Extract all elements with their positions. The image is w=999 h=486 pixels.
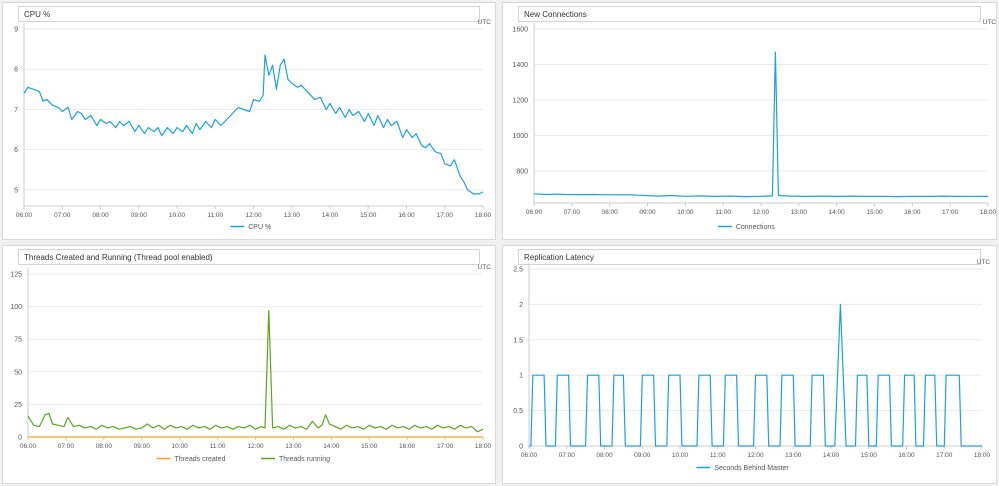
x-tick-label: 15:00 [866, 209, 883, 216]
y-tick-label: 0 [18, 435, 22, 442]
x-tick-label: 10:00 [172, 443, 189, 450]
series-line-connections [533, 51, 989, 198]
x-tick-label: 09:00 [634, 452, 651, 459]
x-tick-label: 13:00 [785, 452, 802, 459]
y-tick-label: 25 [14, 402, 22, 409]
y-tick-label: 1600 [512, 27, 528, 34]
x-tick-label: 16:00 [898, 452, 915, 459]
x-tick-label: 09:00 [639, 209, 656, 216]
x-tick-label: 14:00 [322, 212, 339, 219]
connections-chart-panel: New Connections 800 1000 1200 1400 1600 UTC 06… [502, 2, 997, 240]
x-tick-label: 07:00 [58, 443, 75, 450]
timezone-label: UTC [977, 259, 991, 266]
y-tick-label: 2.5 [513, 267, 523, 274]
y-tick-label: 1400 [512, 62, 528, 69]
y-tick-label: 800 [516, 169, 528, 176]
legend-label: Threads running [279, 456, 330, 463]
y-tick-label: 8 [14, 67, 18, 74]
x-tick-label: 09:00 [131, 212, 148, 219]
x-tick-label: 10:00 [169, 212, 186, 219]
replication-chart-panel: Replication Latency 0 0.5 1 1.5 2 2.5 UTC 06:00… [502, 245, 997, 484]
x-tick-label: 11:00 [715, 209, 731, 216]
y-tick-label: 100 [10, 304, 22, 311]
y-tick-label: 9 [14, 27, 18, 34]
x-tick-label: 10:00 [672, 452, 689, 459]
x-tick-label: 16:00 [398, 212, 415, 219]
chart-title: Threads Created and Running (Thread pool… [18, 249, 480, 265]
legend-label: Threads created [175, 456, 226, 463]
series-line-cpu- [23, 54, 484, 195]
x-tick-label: 16:00 [904, 209, 921, 216]
x-tick-label: 15:00 [861, 452, 878, 459]
x-tick-label: 08:00 [602, 209, 619, 216]
y-tick-label: 1.5 [513, 337, 523, 344]
x-tick-label: 12:00 [247, 443, 264, 450]
x-tick-label: 18:00 [475, 212, 492, 219]
x-tick-label: 17:00 [936, 452, 953, 459]
cpu-chart: 5 6 7 8 9 UTC 06:00 07:00 08:00 09:00 10:00 11:00 12… [14, 19, 492, 231]
x-tick-label: 14:00 [829, 209, 846, 216]
x-tick-label: 17:00 [942, 209, 959, 216]
x-tick-label: 18:00 [980, 209, 997, 216]
chart-title: Replication Latency [518, 249, 981, 265]
x-tick-label: 07:00 [559, 452, 576, 459]
x-tick-label: 13:00 [284, 212, 301, 219]
legend-label: CPU % [248, 224, 271, 231]
x-tick-label: 12:00 [245, 212, 262, 219]
x-tick-label: 08:00 [96, 443, 113, 450]
legend-label: Connections [736, 224, 775, 231]
x-tick-label: 18:00 [974, 452, 991, 459]
legend-label: Seconds Behind Master [714, 465, 789, 472]
x-tick-label: 06:00 [526, 209, 543, 216]
x-tick-label: 10:00 [677, 209, 694, 216]
x-tick-label: 08:00 [92, 212, 109, 219]
series-line-seconds-behind-master [529, 303, 982, 447]
y-tick-label: 5 [14, 187, 18, 194]
y-tick-label: 0 [519, 444, 523, 451]
y-tick-label: 2 [519, 302, 523, 309]
x-tick-label: 08:00 [596, 452, 613, 459]
x-tick-label: 11:00 [207, 212, 223, 219]
y-tick-label: 125 [10, 272, 22, 279]
y-tick-label: 1200 [512, 98, 528, 105]
threads-chart-panel: Threads Created and Running (Thread pool… [2, 245, 496, 484]
cpu-chart-panel: CPU % 5 6 7 8 9 UTC 06:00 07:00 08:00 09:00 10:00 1… [2, 2, 496, 240]
y-tick-label: 0.5 [513, 408, 523, 415]
timezone-label: UTC [983, 19, 997, 26]
y-tick-label: 7 [14, 107, 18, 114]
x-tick-label: 06:00 [16, 212, 33, 219]
chart-title: New Connections [518, 6, 981, 22]
x-tick-label: 13:00 [285, 443, 302, 450]
series-line-threads-running [27, 309, 484, 433]
x-tick-label: 15:00 [361, 443, 378, 450]
x-tick-label: 11:00 [710, 452, 726, 459]
x-tick-label: 16:00 [399, 443, 416, 450]
y-tick-label: 1 [519, 373, 523, 380]
chart-title: CPU % [18, 6, 480, 22]
replication-chart: 0 0.5 1 1.5 2 2.5 UTC 06:00 07:00 08:00 09:00 10:00… [513, 259, 991, 472]
connections-chart: 800 1000 1200 1400 1600 UTC 06:00 07:00 08:00 09:… [512, 19, 997, 231]
timezone-label: UTC [478, 264, 492, 271]
timezone-label: UTC [478, 19, 492, 26]
x-tick-label: 06:00 [20, 443, 37, 450]
x-tick-label: 12:00 [753, 209, 770, 216]
x-tick-label: 13:00 [791, 209, 808, 216]
y-tick-label: 75 [14, 337, 22, 344]
threads-chart: 0 25 50 75 100 125 UTC 06:00 07:00 08:00 09:00 10:0… [10, 264, 492, 463]
x-tick-label: 17:00 [437, 443, 454, 450]
x-tick-label: 09:00 [134, 443, 151, 450]
x-tick-label: 14:00 [323, 443, 340, 450]
x-tick-label: 12:00 [747, 452, 764, 459]
x-tick-label: 06:00 [521, 452, 538, 459]
x-tick-label: 07:00 [54, 212, 71, 219]
x-tick-label: 07:00 [564, 209, 581, 216]
x-tick-label: 17:00 [437, 212, 454, 219]
x-tick-label: 18:00 [475, 443, 492, 450]
y-tick-label: 6 [14, 147, 18, 154]
y-tick-label: 1000 [512, 133, 528, 140]
x-tick-label: 15:00 [360, 212, 377, 219]
x-tick-label: 11:00 [210, 443, 226, 450]
y-tick-label: 50 [14, 369, 22, 376]
x-tick-label: 14:00 [823, 452, 840, 459]
